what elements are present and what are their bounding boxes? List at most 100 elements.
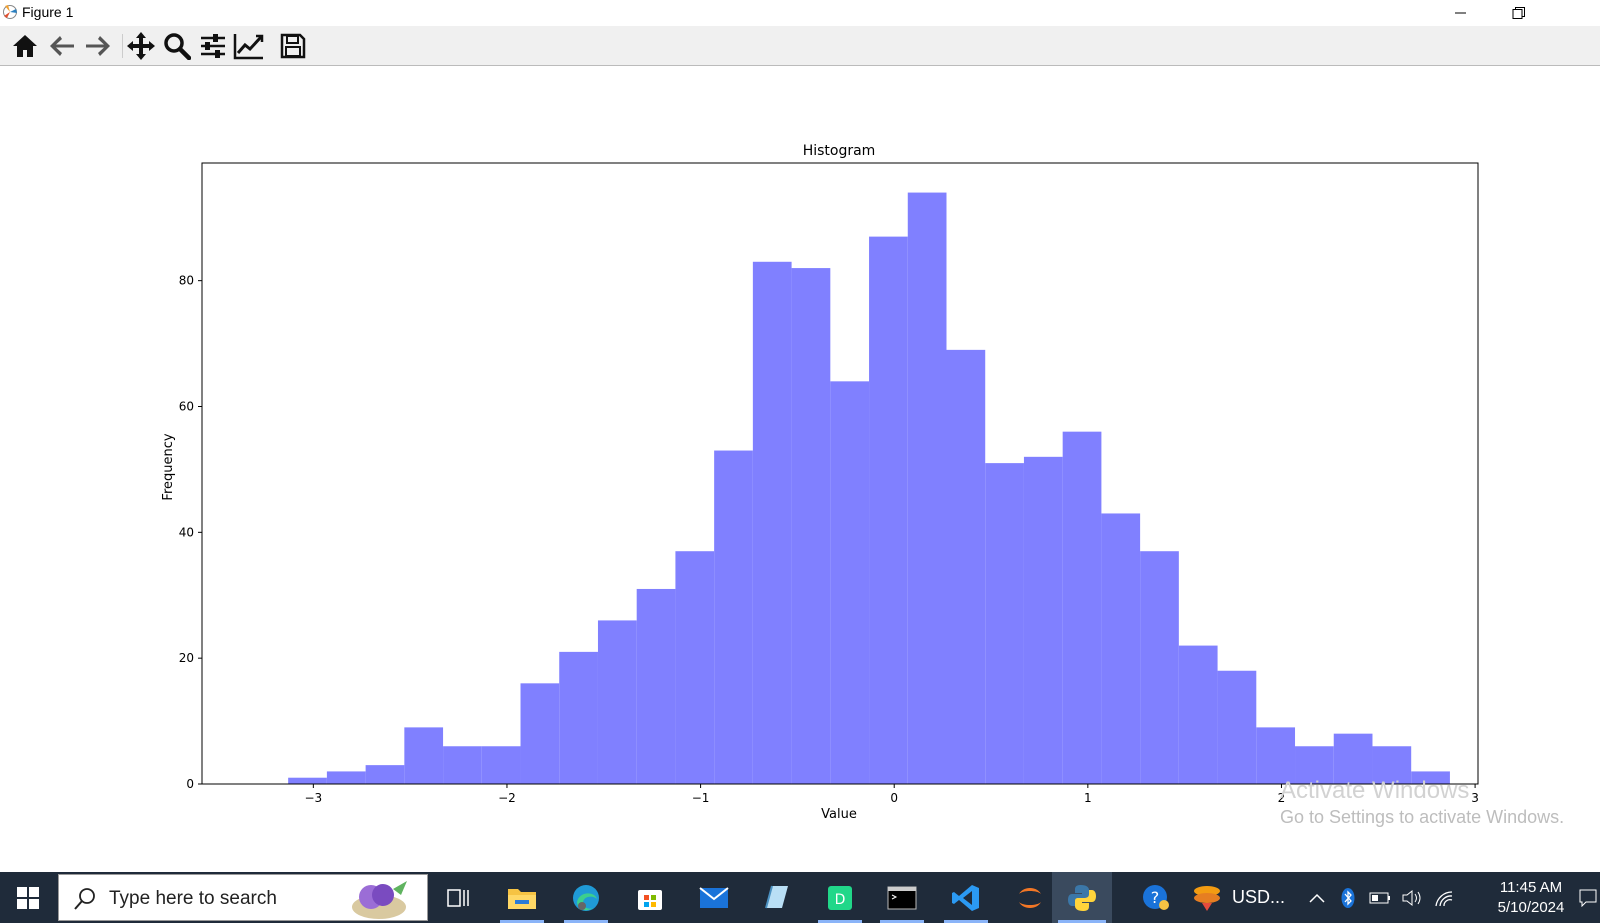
x-tick-label: −1 <box>692 791 710 805</box>
pan-button[interactable] <box>125 31 157 61</box>
help-icon: ? <box>1143 884 1169 910</box>
pan-icon <box>127 32 155 60</box>
forward-arrow-icon <box>86 36 110 56</box>
svg-text:?: ? <box>1151 888 1160 907</box>
bluetooth-icon <box>1341 887 1355 908</box>
y-tick-label: 80 <box>179 274 194 288</box>
network-tray-button[interactable] <box>1430 872 1458 923</box>
save-icon <box>280 33 306 59</box>
y-axis-ticks: 0 20 40 60 80 <box>179 274 202 791</box>
histogram-bar <box>1256 727 1296 784</box>
minimize-button[interactable] <box>1438 0 1484 26</box>
show-hidden-icons-button[interactable] <box>1306 872 1328 923</box>
currency-widget[interactable]: USD... <box>1190 872 1290 923</box>
histogram-bar <box>791 268 831 784</box>
histogram-bar <box>946 349 986 784</box>
histogram-bar <box>1372 746 1412 784</box>
y-tick-label: 40 <box>179 525 194 539</box>
forward-button[interactable] <box>82 31 114 61</box>
histogram-bar <box>597 620 637 784</box>
task-view-button[interactable] <box>430 872 486 923</box>
edge-icon <box>573 884 599 911</box>
clock-date: 5/10/2024 <box>1497 899 1565 916</box>
start-button[interactable] <box>0 872 56 923</box>
mail-button[interactable] <box>686 872 742 923</box>
histogram-bar <box>481 746 521 784</box>
vscode-icon <box>952 884 979 911</box>
histogram-bar <box>752 261 792 785</box>
figure-canvas[interactable]: Histogram −3 −2 −1 0 1 2 3 0 20 40 60 80 Value Fre… <box>0 67 1600 872</box>
histogram-bar <box>675 551 715 784</box>
zoom-icon <box>164 33 191 60</box>
y-tick-label: 60 <box>179 399 194 413</box>
histogram-bar <box>1411 771 1450 784</box>
watermark-title: Activate Windows <box>1280 777 1470 804</box>
microsoft-store-button[interactable] <box>622 872 678 923</box>
edit-axis-button[interactable] <box>233 31 265 61</box>
python-figure-button[interactable] <box>1052 872 1112 923</box>
y-tick-label: 20 <box>179 651 194 665</box>
zoom-button[interactable] <box>161 31 193 61</box>
notification-center-button[interactable] <box>1576 872 1600 923</box>
volume-icon <box>1402 889 1421 906</box>
home-icon <box>13 35 37 57</box>
home-button[interactable] <box>9 31 41 61</box>
taskbar-clock[interactable]: 11:45 AM 5/10/2024 <box>1486 878 1576 918</box>
taskbar: Type here to search D ? <box>0 872 1600 923</box>
back-button[interactable] <box>46 31 78 61</box>
histogram-bar <box>365 765 405 784</box>
configure-subplots-button[interactable] <box>197 31 229 61</box>
histogram-bar <box>869 236 908 784</box>
terminal-button[interactable] <box>874 872 930 923</box>
navigation-toolbar <box>0 26 1600 66</box>
bluetooth-tray-button[interactable] <box>1336 872 1360 923</box>
svg-text:D: D <box>835 892 846 908</box>
jupyter-icon <box>1019 887 1041 908</box>
terminal-icon <box>887 886 917 909</box>
search-icon <box>74 888 95 910</box>
x-tick-label: 3 <box>1471 791 1479 805</box>
histogram-bar <box>1178 645 1218 784</box>
histogram-bar <box>404 727 444 784</box>
vscode-button[interactable] <box>938 872 994 923</box>
histogram-bar <box>559 651 598 784</box>
histogram-bars <box>288 192 1450 785</box>
histogram-bar <box>1295 746 1334 784</box>
folder-icon <box>508 888 536 909</box>
file-explorer-button[interactable] <box>494 872 550 923</box>
task-view-icon <box>447 888 469 907</box>
notepad-icon <box>765 885 788 908</box>
x-tick-label: 0 <box>890 791 898 805</box>
histogram-chart: Histogram −3 −2 −1 0 1 2 3 0 20 40 60 80 Value Fre… <box>161 143 1479 822</box>
edge-browser-button[interactable] <box>558 872 614 923</box>
histogram-bar <box>907 192 947 785</box>
store-icon <box>638 889 662 910</box>
histogram-bar <box>1023 456 1063 784</box>
dataspell-icon: D <box>828 885 852 910</box>
mail-icon <box>699 886 729 908</box>
dataspell-button[interactable]: D <box>812 872 868 923</box>
minimize-icon <box>1455 12 1466 14</box>
histogram-bar <box>1217 670 1257 784</box>
help-tray-button[interactable]: ? <box>1138 872 1174 923</box>
histogram-bar <box>520 683 560 784</box>
currency-label: USD... <box>1232 887 1286 907</box>
battery-tray-button[interactable] <box>1366 872 1394 923</box>
save-button[interactable] <box>277 31 309 61</box>
chart-title: Histogram <box>803 143 876 159</box>
y-tick-label: 0 <box>186 777 194 791</box>
x-axis-label: Value <box>821 807 857 822</box>
jupyter-button[interactable] <box>1002 872 1058 923</box>
battery-icon <box>1369 892 1390 903</box>
y-axis-label: Frequency <box>161 433 176 500</box>
notification-icon <box>1579 889 1597 907</box>
taskbar-search-box[interactable]: Type here to search <box>58 874 428 921</box>
search-highlight-icon <box>352 881 407 919</box>
notes-app-button[interactable] <box>748 872 804 923</box>
restore-button[interactable] <box>1496 0 1542 26</box>
clock-time: 11:45 AM <box>1499 879 1563 896</box>
volume-tray-button[interactable] <box>1398 872 1426 923</box>
configure-subplots-icon <box>201 34 225 58</box>
histogram-bar <box>288 777 327 784</box>
currency-icon <box>1194 885 1220 911</box>
